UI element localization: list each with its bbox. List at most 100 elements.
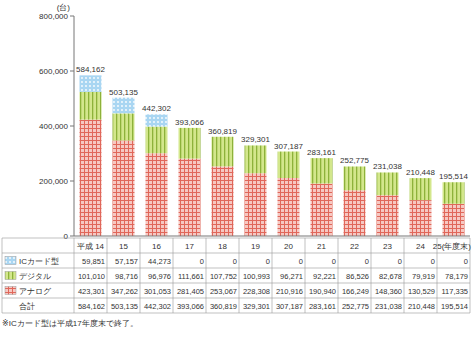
table-value: 96,976: [148, 272, 171, 281]
table-value: 0: [266, 257, 270, 266]
y-tick-label: 400,000: [39, 122, 68, 131]
total-label: 252,775: [340, 156, 369, 165]
x-tick-label: 平成 14: [77, 242, 105, 251]
bar-segment: [410, 200, 432, 236]
bar-segment: [146, 127, 168, 154]
table-value: 0: [464, 257, 468, 266]
total-label: 584,162: [76, 65, 105, 74]
table-value: 281,405: [177, 287, 204, 296]
table-line: [404, 238, 405, 313]
bar-segment: [344, 190, 366, 236]
legend-swatch: [5, 257, 16, 265]
y-tick-label: 800,000: [39, 12, 68, 21]
chart: (台)0200,000400,000600,000800,000584,1625…: [0, 0, 472, 360]
table-total: 307,187: [276, 302, 303, 311]
total-label: 307,187: [274, 142, 303, 151]
bar-segment: [245, 173, 267, 236]
table-line: [2, 253, 470, 254]
bar-segment: [377, 172, 399, 173]
bars: [80, 75, 465, 236]
bar-segment: [113, 141, 135, 236]
bar-segment: [146, 114, 168, 126]
table-line: [2, 298, 470, 299]
table-line: [206, 238, 207, 313]
y-tick: [70, 16, 74, 17]
total-label: 360,819: [208, 127, 237, 136]
table-line: [140, 238, 141, 313]
table-value: 130,529: [408, 287, 435, 296]
table-value: 347,262: [111, 287, 138, 296]
table-value: 117,335: [441, 287, 468, 296]
bar-segment: [443, 204, 465, 236]
table-line: [305, 238, 306, 313]
bar-segment: [377, 172, 399, 195]
total-label: 329,301: [241, 135, 270, 144]
y-tick-label: 600,000: [39, 67, 68, 76]
x-tick-label: 22: [350, 242, 359, 251]
table-value: 96,271: [280, 272, 303, 281]
bar-segment: [113, 113, 135, 140]
table-value: 44,273: [148, 257, 171, 266]
total-label: 442,302: [142, 104, 171, 113]
table-line: [173, 238, 174, 313]
table-total: 329,301: [243, 302, 270, 311]
table-value: 79,919: [412, 272, 435, 281]
bar-segment: [146, 153, 168, 236]
y-tick-label: 0: [64, 232, 69, 241]
bar-segment: [245, 145, 267, 173]
bar-segment: [212, 137, 234, 167]
table-total: 442,302: [144, 302, 171, 311]
table-value: 107,752: [210, 272, 237, 281]
table-total: 283,161: [309, 302, 336, 311]
y-tick: [70, 71, 74, 72]
total-label: 231,038: [373, 162, 402, 171]
table-total: 252,775: [342, 302, 369, 311]
bar-segment: [443, 182, 465, 183]
bar-segment: [410, 178, 432, 200]
table-total: 503,135: [111, 302, 138, 311]
bar-segment: [212, 136, 234, 137]
bar-segment: [311, 158, 333, 183]
table-line: [2, 313, 470, 314]
y-tick: [70, 236, 74, 237]
x-axis: [74, 236, 470, 237]
table-line: [239, 238, 240, 313]
legend-label: デジタル: [19, 272, 51, 281]
table-line: [2, 238, 3, 313]
bar-segment: [80, 120, 102, 236]
table-value: 111,661: [178, 272, 204, 281]
table-value: 253,067: [210, 287, 237, 296]
table-value: 78,179: [445, 272, 468, 281]
y-tick: [70, 181, 74, 182]
table-line: [2, 283, 470, 284]
bar-segment: [443, 182, 465, 203]
legend-swatch: [5, 272, 16, 280]
x-tick-label: 17: [185, 242, 194, 251]
table-value: 301,053: [144, 287, 171, 296]
total-label: 283,161: [307, 148, 336, 157]
table-value: 0: [233, 257, 237, 266]
bar-segment: [179, 159, 201, 236]
bar-segment: [212, 166, 234, 236]
x-tick-label: 24: [416, 242, 425, 251]
table-value: 423,301: [78, 287, 105, 296]
bar-segment: [344, 166, 366, 190]
table-value: 0: [398, 257, 402, 266]
bar-segment: [278, 151, 300, 152]
table-value: 166,249: [342, 287, 369, 296]
table-line: [2, 238, 470, 239]
x-tick-label: 25(年度末): [433, 242, 472, 251]
table-total: 210,448: [408, 302, 435, 311]
bar-segment: [179, 128, 201, 159]
y-tick: [70, 126, 74, 127]
table-value: 148,360: [375, 287, 402, 296]
x-tick-label: 19: [251, 242, 260, 251]
y-tick-label: 200,000: [39, 177, 68, 186]
table-line: [107, 238, 108, 313]
x-tick-label: 16: [152, 242, 161, 251]
table-value: 0: [431, 257, 435, 266]
footnote: ※ICカード型は平成17年度末で終了。: [2, 319, 138, 328]
legend-swatch: [5, 287, 16, 295]
table-value: 82,678: [379, 272, 402, 281]
bar-segment: [80, 75, 102, 91]
